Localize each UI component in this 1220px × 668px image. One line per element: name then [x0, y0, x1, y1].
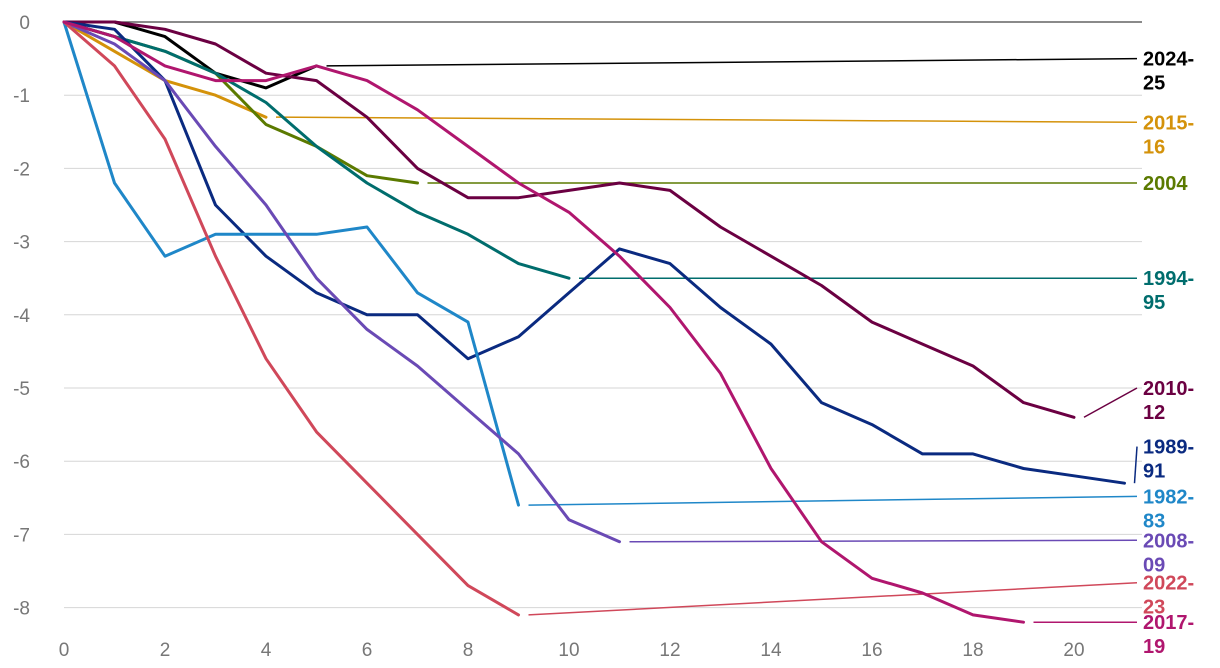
leader-line-2010-12	[1083, 387, 1138, 418]
series-label-1994-95: 1994-95	[1143, 268, 1194, 314]
x-tick-label: 0	[59, 640, 70, 661]
series-label-2008-09: 2008-09	[1143, 530, 1194, 576]
series-line-1994-95	[62, 20, 571, 280]
series-lines	[62, 20, 1126, 624]
x-tick-label: 18	[962, 640, 983, 661]
y-axis-ticks: 0 -1 -2 -3 -4 -5 -6 -7 -8	[13, 13, 30, 620]
leader-line-2015-16	[275, 116, 1138, 124]
series-label-2004: 2004	[1143, 173, 1188, 195]
series-label-2017-19: 2017-19	[1143, 612, 1194, 658]
series-line-1982-83	[62, 20, 520, 507]
leader-line-2024-25	[326, 57, 1138, 67]
series-label-2010-12: 2010-12	[1143, 378, 1194, 424]
series-labels: 2024-25 2015-16 2004 1994-95 2010-12 1989-911…	[1143, 49, 1194, 659]
leader-line-2008-09	[629, 539, 1138, 543]
x-axis-ticks: 0 2 4 6 8 10 12 14 16 18 20	[59, 640, 1085, 661]
x-tick-label: 2	[160, 640, 171, 661]
leader-line-1982-83	[528, 495, 1138, 506]
series-label-2024-25: 2024-25	[1143, 49, 1194, 95]
y-tick-label: -8	[13, 599, 30, 620]
series-line-2008-09	[62, 20, 621, 544]
y-tick-label: -1	[13, 86, 30, 107]
series-line-1989-91	[62, 20, 1126, 485]
grid	[64, 21, 1142, 609]
y-tick-label: 0	[19, 13, 30, 34]
y-tick-label: -2	[13, 159, 30, 180]
x-tick-label: 20	[1063, 640, 1084, 661]
x-tick-label: 10	[558, 640, 579, 661]
y-tick-label: -5	[13, 379, 30, 400]
series-label-2022-23: 2022-23	[1143, 573, 1194, 619]
leader-line-2022-23	[528, 581, 1138, 616]
y-tick-label: -3	[13, 233, 30, 254]
x-tick-label: 12	[659, 640, 680, 661]
y-tick-label: -7	[13, 525, 30, 546]
series-line-2022-23	[62, 20, 520, 617]
leader-line-1989-91	[1133, 446, 1138, 484]
series-label-1989-91: 1989-91	[1143, 437, 1194, 483]
series-label-2015-16: 2015-16	[1143, 112, 1194, 158]
x-tick-label: 6	[362, 640, 373, 661]
x-tick-label: 4	[261, 640, 272, 661]
x-tick-label: 8	[463, 640, 474, 661]
series-label-1982-83: 1982-83	[1143, 486, 1194, 532]
series-line-2010-12	[62, 20, 1076, 419]
x-tick-label: 16	[861, 640, 882, 661]
x-tick-label: 14	[760, 640, 782, 661]
label-leader-lines	[275, 57, 1138, 623]
y-tick-label: -6	[13, 452, 30, 473]
series-line-2017-19	[62, 20, 1025, 624]
y-tick-label: -4	[13, 306, 30, 327]
